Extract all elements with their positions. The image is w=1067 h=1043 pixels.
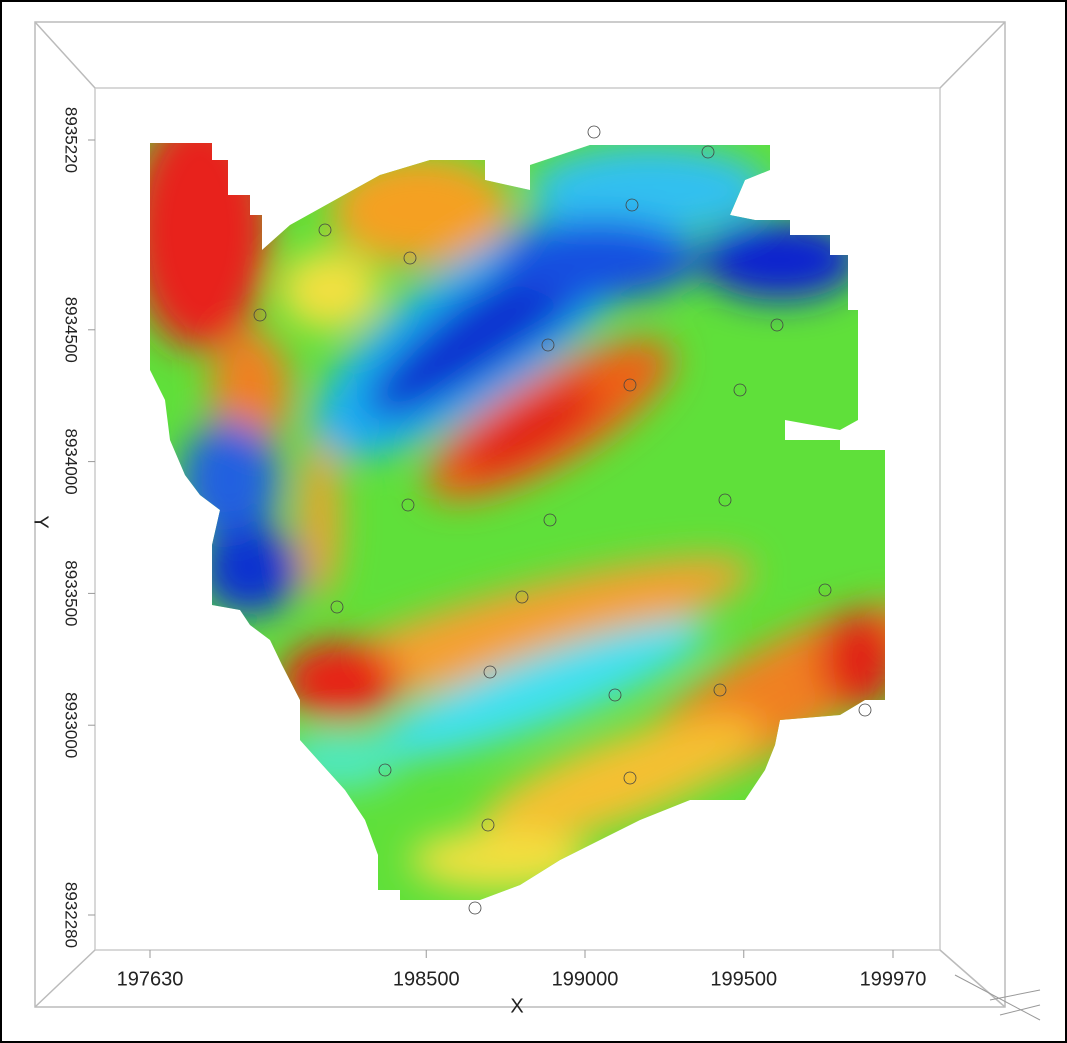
y-tick-label: 8932280 xyxy=(62,882,81,948)
y-axis-label: Y xyxy=(30,515,52,528)
y-tick-label: 8934000 xyxy=(62,429,81,495)
x-tick-label: 199970 xyxy=(860,968,927,990)
chart: X Y 197630 198500 199000 199500 199970 893228… xyxy=(0,0,1067,1043)
x-tick-label: 199500 xyxy=(710,968,777,990)
contour-field xyxy=(130,110,942,910)
x-tick-label: 198500 xyxy=(393,968,460,990)
x-axis-label: X xyxy=(510,995,523,1017)
orientation-triad xyxy=(955,975,1040,1020)
y-tick-label: 8934500 xyxy=(62,297,81,363)
y-tick-label: 8933500 xyxy=(62,560,81,626)
x-tick-label: 199000 xyxy=(552,968,619,990)
y-tick-label: 8935220 xyxy=(62,107,81,173)
y-tick-label: 8933000 xyxy=(62,692,81,758)
x-tick-label: 197630 xyxy=(117,968,184,990)
